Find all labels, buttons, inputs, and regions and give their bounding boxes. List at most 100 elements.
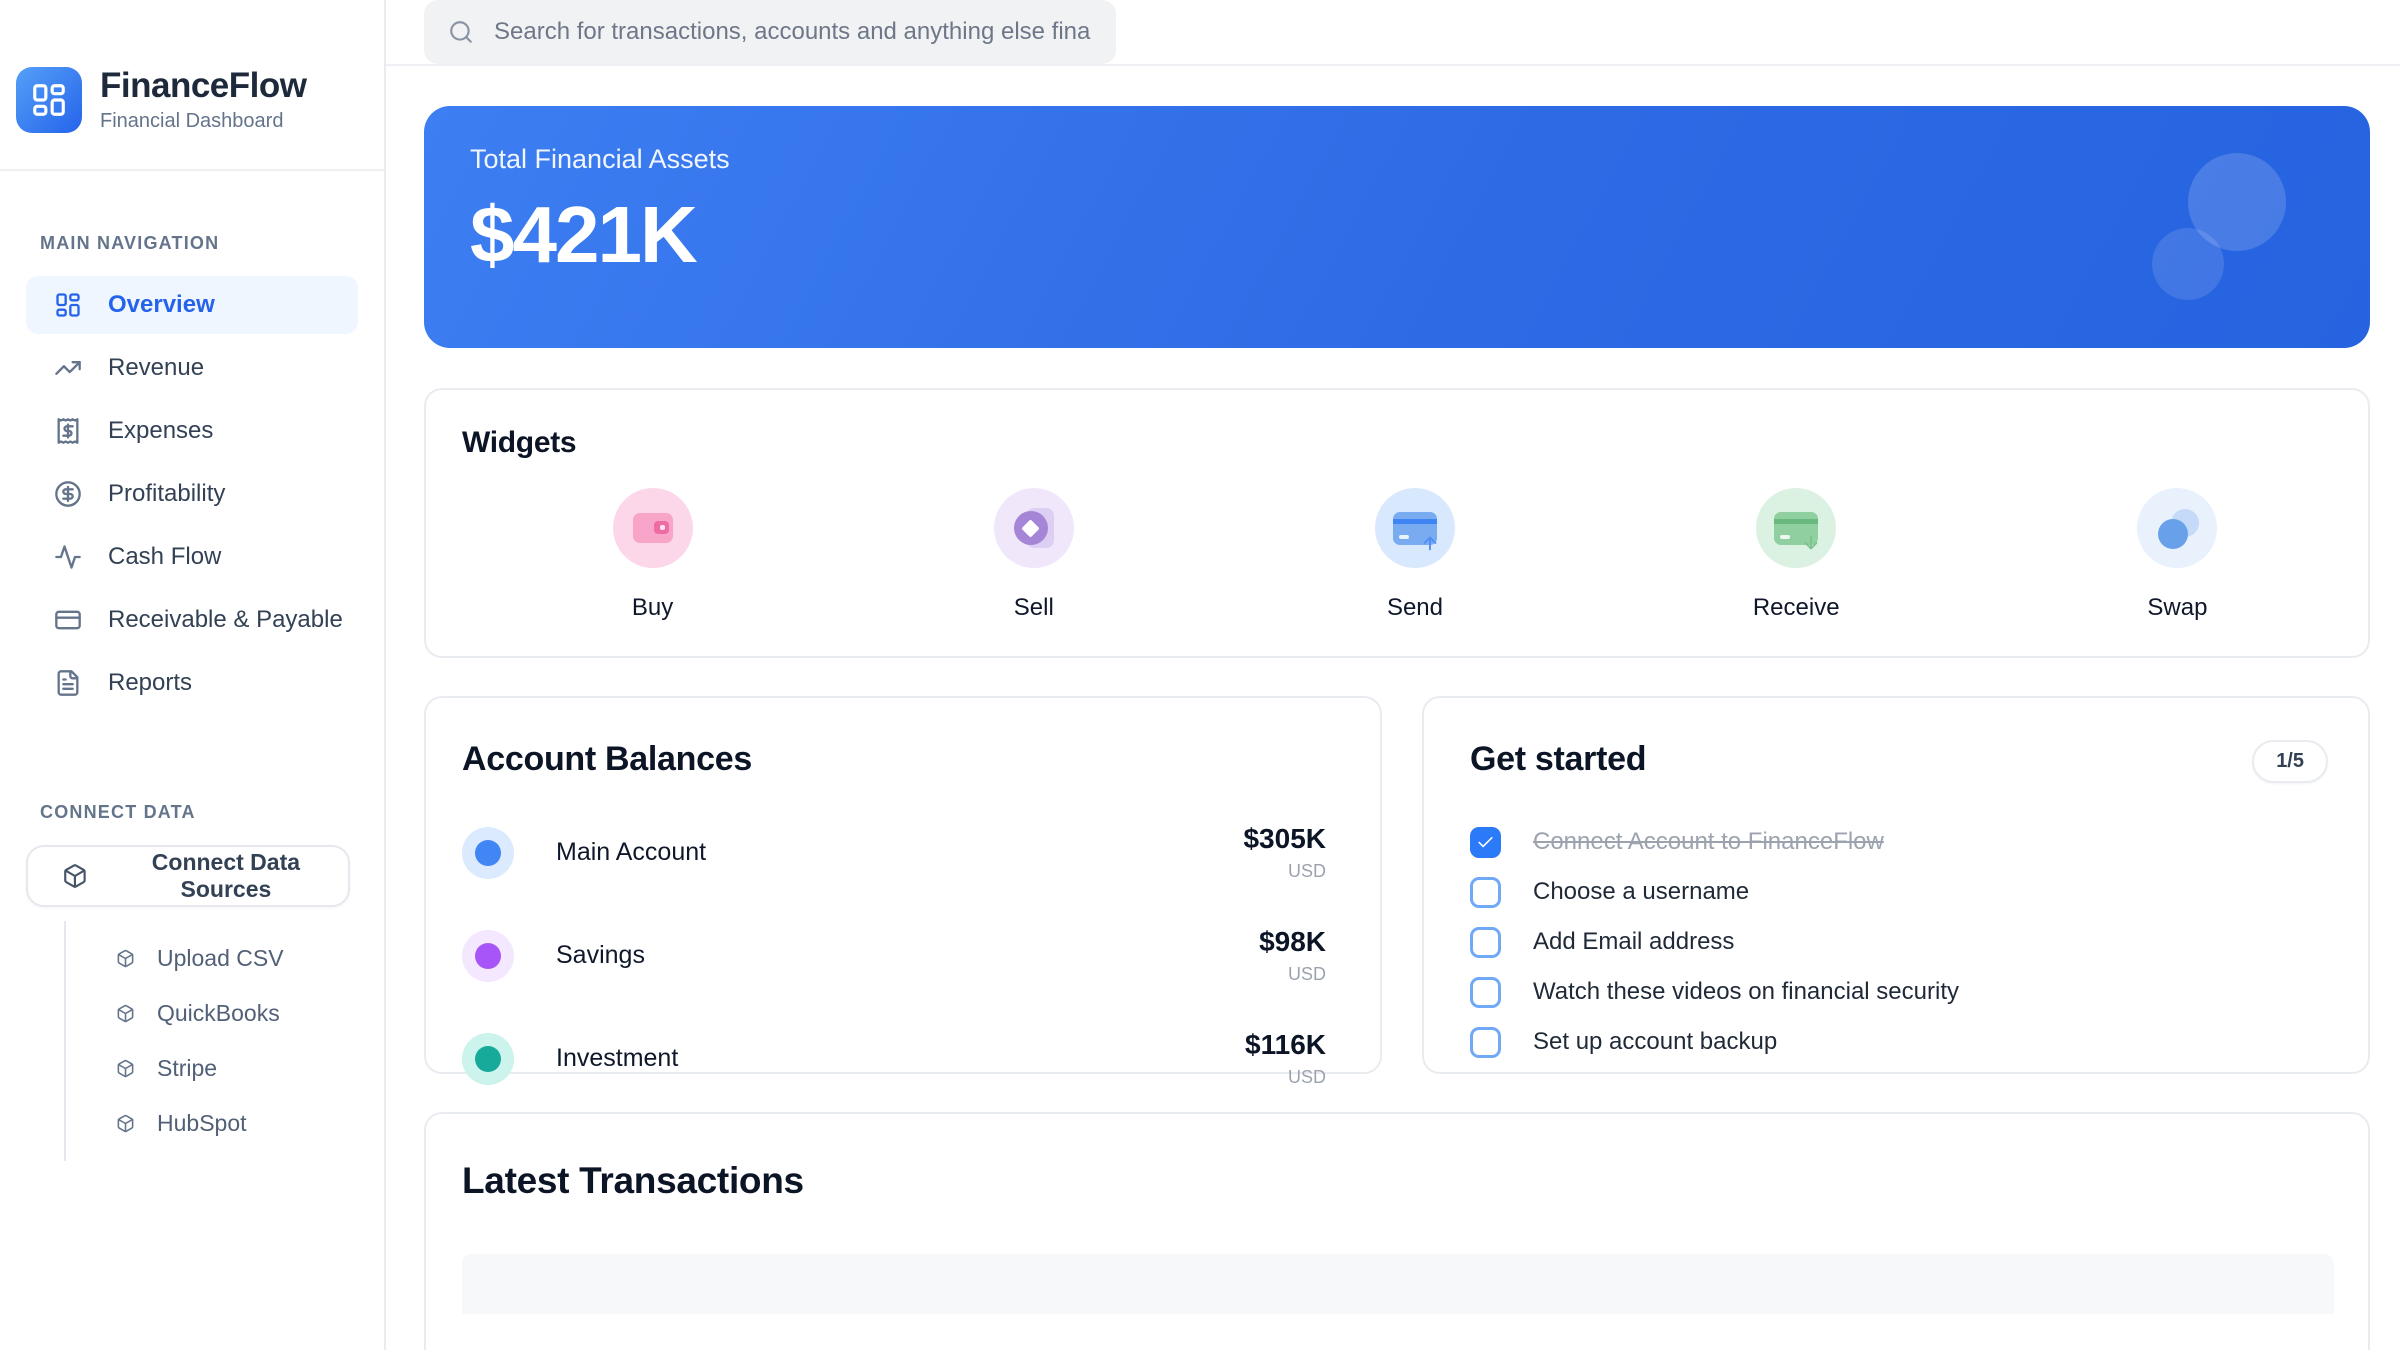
trending-up-icon [55,361,81,375]
task-label: Set up account backup [1533,1028,1778,1055]
main-navigation: Overview Revenue Expenses Profitability … [0,276,384,712]
widget-swap[interactable]: Swap [1987,488,2368,622]
checkbox-unchecked-icon[interactable] [1470,876,1501,908]
sidebar-item-profitability[interactable]: Profitability [26,465,358,523]
latest-transactions-title: Latest Transactions [462,1160,804,1201]
widget-sell[interactable]: Sell [843,488,1224,622]
decorative-circle [2152,228,2224,300]
balance-row-investment: Investment $116K USD [462,1029,1326,1088]
source-label: HubSpot [157,1110,247,1136]
sidebar-item-expenses[interactable]: Expenses [26,402,358,460]
latest-transactions-card: Latest Transactions [424,1112,2370,1350]
box-icon [117,1114,134,1133]
task-label: Watch these videos on financial security [1533,978,1959,1005]
box-icon [117,949,134,968]
banner-label: Total Financial Assets [470,144,730,174]
checkbox-unchecked-icon[interactable] [1470,926,1501,958]
task-label: Choose a username [1533,878,1750,905]
sidebar-item-label: Revenue [108,354,205,381]
top-header [386,0,2400,66]
source-label: Stripe [157,1055,218,1081]
widget-receive[interactable]: Receive [1606,488,1987,622]
sidebar-source-quickbooks[interactable]: QuickBooks [66,986,384,1041]
account-name: Savings [556,941,645,969]
card-arrow-up-icon [1374,488,1455,568]
sidebar-item-reports[interactable]: Reports [26,654,358,712]
account-balances-title: Account Balances [462,740,752,778]
widget-label: Swap [2147,594,2208,621]
task-connect-account[interactable]: Connect Account to FinanceFlow [1470,817,2328,867]
account-dot-icon [462,826,514,879]
sidebar-item-label: Overview [108,291,215,318]
sidebar-item-label: Expenses [108,417,214,444]
sidebar-item-cash-flow[interactable]: Cash Flow [26,528,358,586]
sidebar-item-label: Cash Flow [108,543,222,570]
sidebar-item-overview[interactable]: Overview [26,276,358,334]
connect-data-sources-button[interactable]: Connect Data Sources [26,845,350,907]
widget-label: Send [1386,594,1444,621]
checkbox-unchecked-icon[interactable] [1470,976,1501,1008]
task-watch-videos[interactable]: Watch these videos on financial security [1470,967,2328,1017]
widgets-card: Widgets Buy Sell [424,388,2370,658]
account-dot-icon [462,929,514,982]
task-label: Add Email address [1533,928,1735,955]
sidebar-item-revenue[interactable]: Revenue [26,339,358,397]
banner-value: $421K [470,190,698,279]
sidebar-source-upload-csv[interactable]: Upload CSV [66,931,384,986]
task-choose-username[interactable]: Choose a username [1470,867,2328,917]
main-navigation-label: MAIN NAVIGATION [40,233,220,253]
main-area: Total Financial Assets $421K Widgets Buy [386,0,2400,1350]
credit-card-icon [55,610,81,630]
connect-button-label: Connect Data Sources [151,849,301,902]
sidebar-source-stripe[interactable]: Stripe [66,1041,384,1096]
dashboard-content: Total Financial Assets $421K Widgets Buy [386,66,2400,1350]
dashboard-grid-icon [56,293,80,317]
account-currency: USD [1287,1067,1326,1087]
card-arrow-down-icon [1756,488,1837,568]
balance-row-main-account: Main Account $305K USD [462,823,1326,882]
brand: FinanceFlow Financial Dashboard [0,0,384,171]
box-icon [117,1004,134,1023]
connect-data-label: CONNECT DATA [40,802,196,822]
widget-buy[interactable]: Buy [462,488,843,622]
search-icon [450,21,472,43]
balance-row-savings: Savings $98K USD [462,926,1326,985]
account-value: $98K [1259,926,1326,957]
checkbox-unchecked-icon[interactable] [1470,1026,1501,1058]
tag-icon [993,488,1074,568]
sidebar: FinanceFlow Financial Dashboard MAIN NAV… [0,0,386,1350]
checkbox-checked-icon[interactable] [1470,826,1501,858]
total-assets-banner: Total Financial Assets $421K [424,106,2370,348]
sidebar-source-hubspot[interactable]: HubSpot [66,1096,384,1151]
widget-label: Sell [1013,594,1054,621]
transactions-table-header [462,1254,2334,1314]
source-label: QuickBooks [157,1000,280,1026]
progress-badge: 1/5 [2252,740,2328,783]
sidebar-item-receivable-payable[interactable]: Receivable & Payable [26,591,358,649]
account-value: $305K [1243,823,1326,854]
decorative-circle [2188,153,2286,251]
task-add-email[interactable]: Add Email address [1470,917,2328,967]
get-started-title: Get started [1470,740,1647,778]
widget-label: Receive [1752,594,1840,621]
account-name: Main Account [556,838,707,866]
task-label: Connect Account to FinanceFlow [1533,828,1884,855]
app-title: FinanceFlow [100,66,307,105]
document-icon [57,670,79,696]
account-balances-card: Account Balances Main Account $305K USD … [424,696,1382,1087]
widget-send[interactable]: Send [1224,488,1605,622]
search-input[interactable] [494,18,1092,46]
account-currency: USD [1287,964,1326,984]
sidebar-item-label: Reports [108,669,193,696]
get-started-card: Get started 1/5 Connect Account to Finan… [1422,696,2370,1074]
task-account-backup[interactable]: Set up account backup [1470,1017,2328,1067]
app-tagline: Financial Dashboard [100,110,284,132]
search-bar [424,0,1116,64]
sidebar-item-label: Profitability [108,480,226,507]
box-icon [117,1059,134,1078]
activity-icon [55,545,81,569]
data-sources-list: Upload CSV QuickBooks Stripe HubSpot [64,921,384,1161]
account-value: $116K [1245,1029,1326,1060]
widgets-title: Widgets [462,426,577,459]
